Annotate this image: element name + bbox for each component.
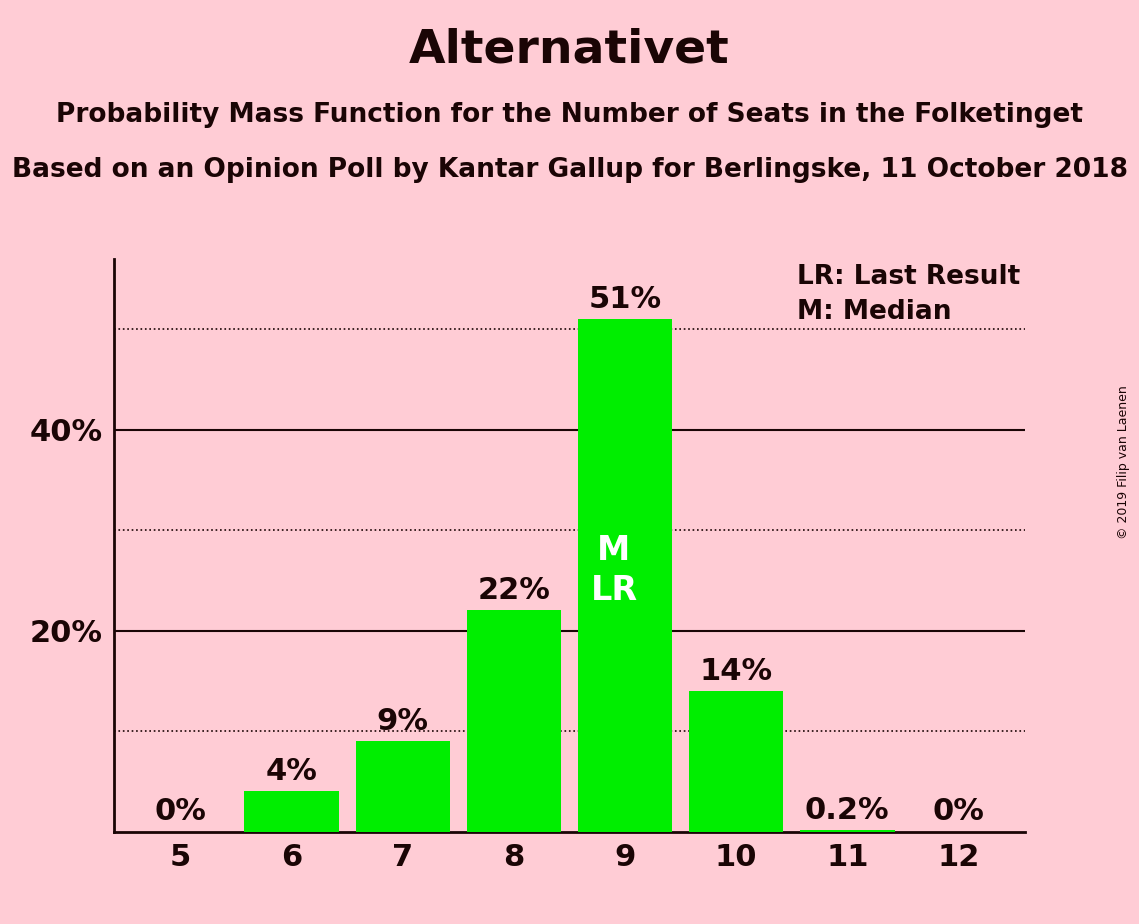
Text: M: Median: M: Median <box>797 299 952 325</box>
Bar <box>355 741 450 832</box>
Text: 0%: 0% <box>933 796 984 825</box>
Text: Probability Mass Function for the Number of Seats in the Folketinget: Probability Mass Function for the Number… <box>56 102 1083 128</box>
Text: 22%: 22% <box>477 577 550 605</box>
Text: LR: Last Result: LR: Last Result <box>797 263 1021 290</box>
Bar <box>577 319 672 832</box>
Bar <box>689 691 784 832</box>
Bar <box>800 830 894 832</box>
Text: 0.2%: 0.2% <box>805 796 890 824</box>
Text: LR: LR <box>590 574 638 607</box>
Text: 51%: 51% <box>589 285 662 314</box>
Text: 14%: 14% <box>699 657 772 686</box>
Text: 9%: 9% <box>377 707 428 736</box>
Text: © 2019 Filip van Laenen: © 2019 Filip van Laenen <box>1117 385 1130 539</box>
Text: 0%: 0% <box>155 796 206 825</box>
Text: Based on an Opinion Poll by Kantar Gallup for Berlingske, 11 October 2018: Based on an Opinion Poll by Kantar Gallu… <box>11 157 1128 183</box>
Text: 4%: 4% <box>265 758 318 786</box>
Text: Alternativet: Alternativet <box>409 28 730 73</box>
Text: M: M <box>597 534 631 566</box>
Bar <box>467 611 562 832</box>
Bar <box>245 791 339 832</box>
